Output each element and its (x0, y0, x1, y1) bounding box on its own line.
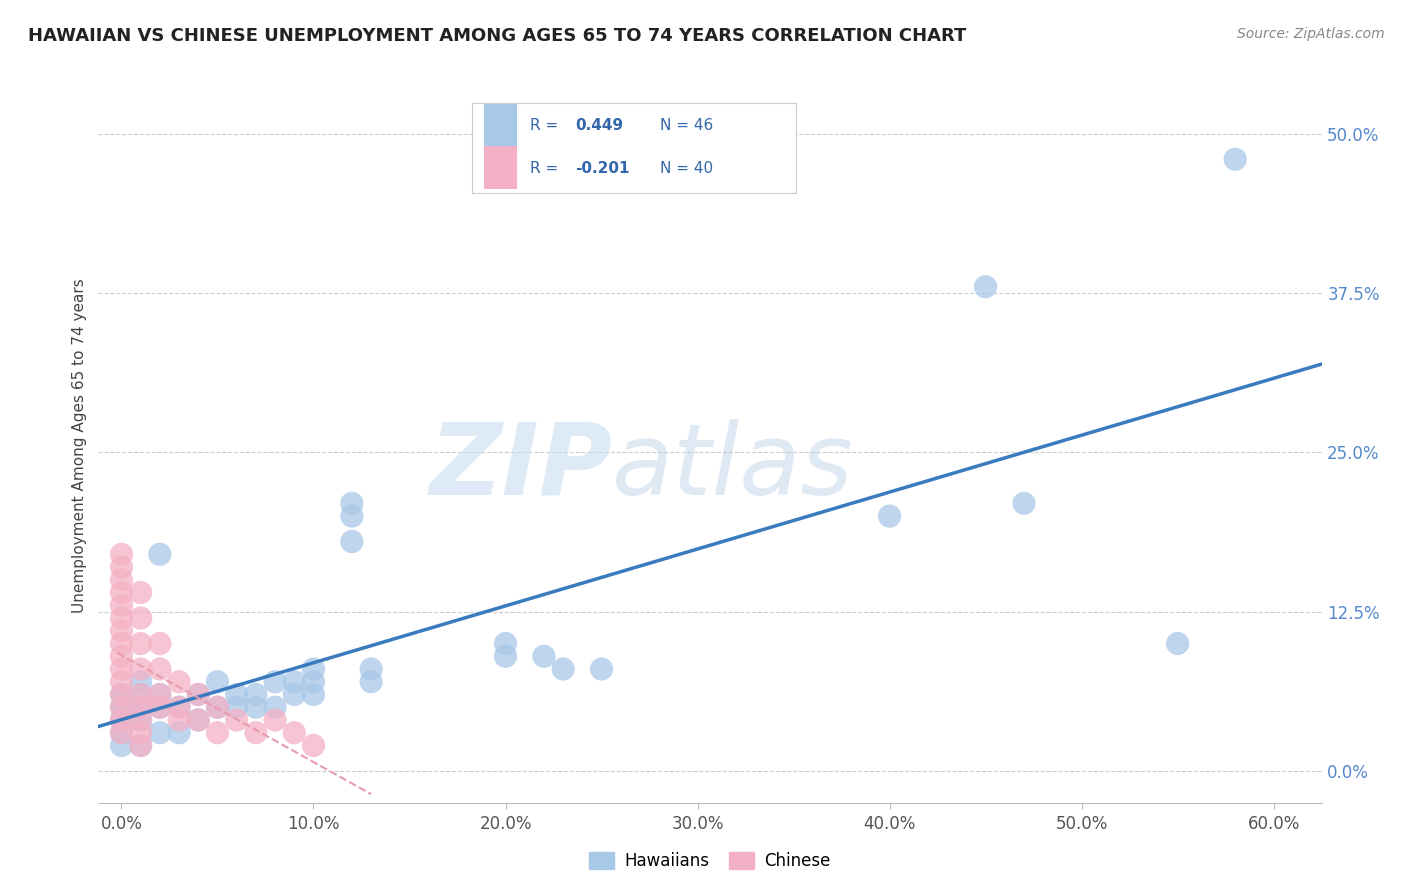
Point (225, 700, 247, 714)
Point (149, 700, 172, 714)
Point (110, 573, 132, 587)
Point (302, 688, 325, 702)
Point (264, 700, 287, 714)
Point (129, 713, 152, 727)
Point (225, 713, 247, 727)
Point (360, 662, 382, 676)
Point (187, 713, 209, 727)
Point (110, 725, 132, 739)
Point (167, 700, 190, 714)
Point (264, 674, 287, 689)
Point (110, 713, 132, 727)
Point (110, 700, 132, 714)
Point (129, 674, 152, 689)
Point (187, 688, 209, 702)
Point (533, 649, 555, 664)
Point (360, 674, 382, 689)
Point (129, 585, 152, 599)
Point (149, 700, 172, 714)
Point (110, 674, 132, 689)
Point (110, 725, 132, 739)
Point (283, 725, 305, 739)
Point (167, 725, 190, 739)
Point (129, 739, 152, 753)
Point (110, 636, 132, 650)
Point (340, 496, 363, 510)
Point (129, 688, 152, 702)
Point (225, 688, 247, 702)
Point (495, 649, 517, 664)
Point (1012, 496, 1035, 510)
Point (207, 725, 229, 739)
Point (129, 713, 152, 727)
Point (149, 688, 172, 702)
Point (110, 611, 132, 625)
Point (245, 688, 267, 702)
Point (1167, 636, 1189, 650)
Point (245, 725, 267, 739)
Point (283, 688, 305, 702)
Point (110, 739, 132, 753)
Point (129, 688, 152, 702)
Text: Source: ZipAtlas.com: Source: ZipAtlas.com (1237, 27, 1385, 41)
Point (110, 649, 132, 664)
Point (553, 662, 575, 676)
Text: ZIP: ZIP (429, 419, 612, 516)
Point (110, 688, 132, 702)
Point (149, 725, 172, 739)
Point (187, 713, 209, 727)
Y-axis label: Unemployment Among Ages 65 to 74 years: Unemployment Among Ages 65 to 74 years (72, 278, 87, 614)
Point (129, 662, 152, 676)
Point (110, 700, 132, 714)
Point (149, 688, 172, 702)
Point (110, 624, 132, 638)
Point (591, 662, 613, 676)
Point (879, 509, 901, 524)
Point (110, 560, 132, 574)
Point (302, 739, 325, 753)
Point (207, 700, 229, 714)
Point (283, 674, 305, 689)
Point (129, 700, 152, 714)
Point (264, 713, 287, 727)
Point (340, 534, 363, 549)
Point (302, 674, 325, 689)
Point (149, 547, 172, 561)
Point (974, 279, 997, 293)
Text: HAWAIIAN VS CHINESE UNEMPLOYMENT AMONG AGES 65 TO 74 YEARS CORRELATION CHART: HAWAIIAN VS CHINESE UNEMPLOYMENT AMONG A… (28, 27, 966, 45)
Legend: Hawaiians, Chinese: Hawaiians, Chinese (582, 845, 838, 877)
Point (167, 700, 190, 714)
Point (340, 509, 363, 524)
Point (110, 585, 132, 599)
Point (149, 636, 172, 650)
Point (302, 662, 325, 676)
Point (129, 739, 152, 753)
Point (207, 674, 229, 689)
Point (187, 688, 209, 702)
Point (495, 636, 517, 650)
Point (167, 713, 190, 727)
Point (167, 674, 190, 689)
Point (207, 700, 229, 714)
Point (1225, 153, 1247, 167)
Point (149, 662, 172, 676)
Point (110, 599, 132, 613)
Text: atlas: atlas (612, 419, 853, 516)
Point (110, 688, 132, 702)
Point (129, 725, 152, 739)
Point (129, 700, 152, 714)
Point (245, 700, 267, 714)
Point (129, 636, 152, 650)
Point (110, 547, 132, 561)
Point (110, 662, 132, 676)
Point (129, 611, 152, 625)
Point (110, 713, 132, 727)
